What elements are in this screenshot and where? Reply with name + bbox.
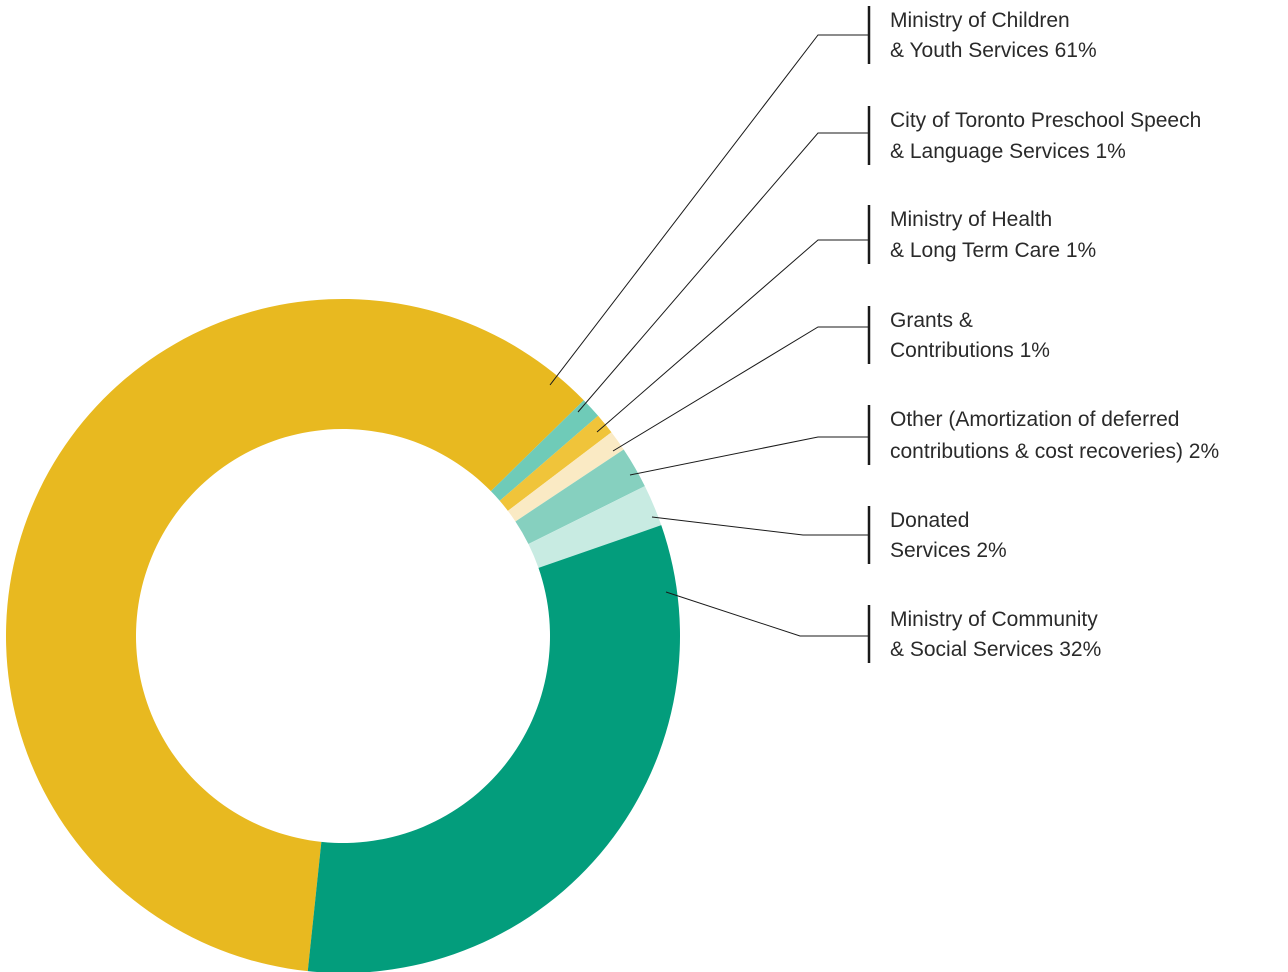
legend-label-3-line2: Contributions 1% [890, 339, 1050, 362]
donut-slice-2 [499, 415, 612, 511]
leader-line-2 [596, 239, 869, 433]
legend-label-1-line1: City of Toronto Preschool Speech [890, 109, 1201, 132]
legend-label-2-line2: & Long Term Care 1% [890, 239, 1096, 262]
legend-label-1-line2: & Language Services 1% [890, 140, 1126, 163]
legend-label-6-line2: & Social Services 32% [890, 638, 1101, 661]
donut-slice-4 [515, 449, 645, 544]
leader-line-5 [651, 516, 869, 536]
legend-label-2-line1: Ministry of Health [890, 208, 1052, 231]
legend-label-0-line1: Ministry of Children [890, 9, 1070, 32]
legend-label-4-line1: Other (Amortization of deferred [890, 408, 1179, 431]
donut-slice-1 [490, 400, 599, 501]
leader-line-4 [629, 436, 869, 476]
donut-slice-5 [528, 486, 662, 568]
legend-label-4-line2: contributions & cost recoveries) 2% [890, 440, 1219, 463]
donut-slice-3 [507, 432, 624, 522]
donut-slice-0 [5, 298, 584, 972]
leader-line-6 [665, 591, 869, 637]
legend-label-6-line1: Ministry of Community [890, 608, 1098, 631]
leader-line-3 [612, 326, 869, 452]
donut-slices [5, 298, 680, 972]
legend-label-5-line1: Donated [890, 509, 969, 532]
leader-line-0 [549, 34, 869, 386]
legend: Ministry of Children & Youth Services 61%… [867, 6, 1219, 663]
leader-line-1 [577, 132, 869, 413]
legend-label-3-line1: Grants & [890, 309, 973, 332]
leader-lines [549, 34, 869, 637]
legend-label-5-line2: Services 2% [890, 539, 1007, 562]
legend-label-0-line2: & Youth Services 61% [890, 39, 1097, 62]
donut-slice-6 [307, 525, 680, 972]
